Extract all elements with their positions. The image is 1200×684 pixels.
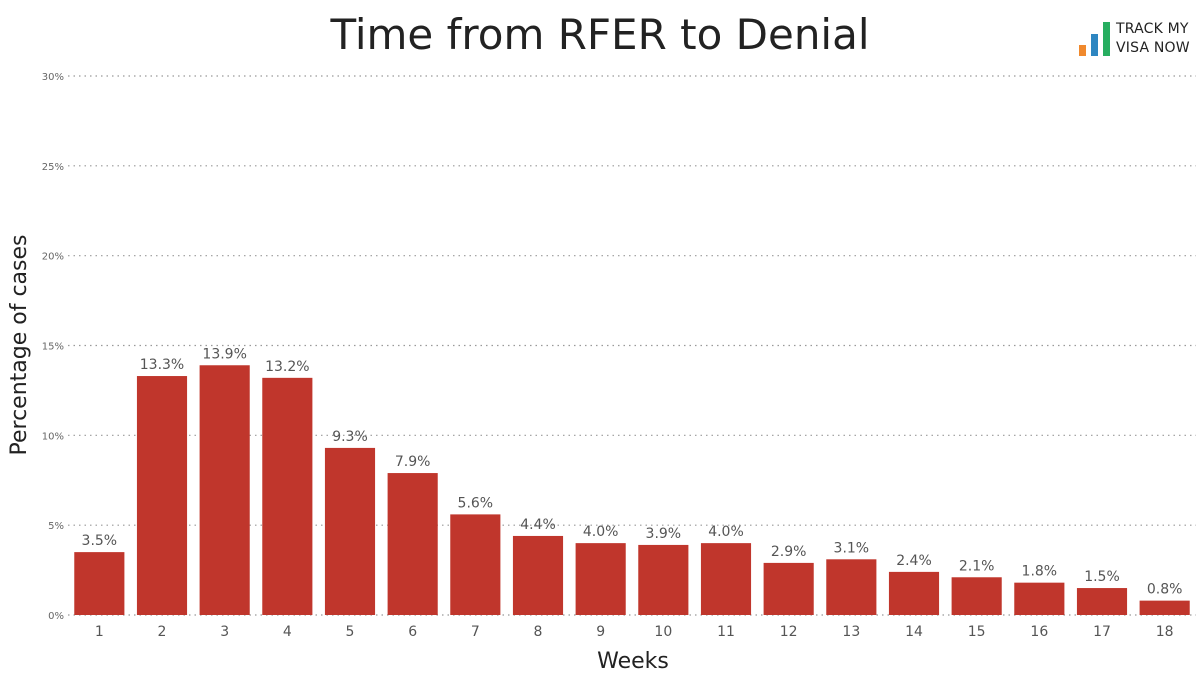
bar <box>826 559 877 615</box>
x-tick-label: 7 <box>471 624 480 640</box>
data-label: 2.9% <box>771 544 807 560</box>
bar <box>700 543 752 615</box>
gridlines <box>68 75 1196 616</box>
logo-bar-blue <box>1091 34 1098 56</box>
data-label: 2.1% <box>959 558 995 574</box>
bar-chart-logo-icon <box>1079 22 1110 56</box>
data-label: 3.9% <box>646 526 682 542</box>
bar <box>324 447 376 615</box>
data-labels: 3.5% 13.3% 13.9% 13.2% 9.3% 7.9% 5.6% 4.4% 4.0% 3… <box>82 346 1183 597</box>
x-tick-label: 11 <box>717 624 735 640</box>
data-label: 5.6% <box>458 495 494 511</box>
bar <box>387 473 438 615</box>
logo-text-line2: VISA NOW <box>1116 40 1190 56</box>
bar <box>74 552 125 615</box>
bar <box>763 562 814 615</box>
data-label: 13.9% <box>202 346 246 362</box>
y-tick-label: 20% <box>42 252 64 263</box>
bar <box>1139 600 1190 615</box>
x-tick-label: 13 <box>842 624 860 640</box>
y-tick-label: 5% <box>48 521 64 532</box>
bar <box>199 365 250 615</box>
data-label: 0.8% <box>1147 582 1183 598</box>
data-label: 4.0% <box>583 524 619 540</box>
data-label: 4.0% <box>708 524 744 540</box>
bar <box>638 544 689 615</box>
bar <box>450 514 501 615</box>
bar <box>512 535 564 615</box>
y-axis-ticks: 0% 5% 10% 15% 20% 25% 30% <box>42 72 64 622</box>
bar <box>951 577 1002 615</box>
y-tick-label: 30% <box>42 72 64 83</box>
logo-bar-green <box>1103 22 1110 56</box>
bar <box>262 377 313 615</box>
data-label: 1.8% <box>1022 564 1058 580</box>
data-label: 13.2% <box>265 359 309 375</box>
data-label: 1.5% <box>1084 569 1120 585</box>
x-tick-label: 17 <box>1093 624 1111 640</box>
bars <box>74 365 1190 615</box>
x-tick-label: 5 <box>346 624 355 640</box>
logo-bar-orange <box>1079 45 1086 56</box>
y-tick-label: 10% <box>42 431 64 442</box>
x-tick-label: 14 <box>905 624 923 640</box>
bar <box>888 571 940 615</box>
x-axis-ticks: 1 2 3 4 5 6 7 8 9 10 11 12 13 14 15 16 17 18 <box>95 624 1174 640</box>
x-tick-label: 10 <box>654 624 672 640</box>
x-tick-label: 9 <box>596 624 605 640</box>
x-tick-label: 12 <box>780 624 798 640</box>
y-axis-label: Percentage of cases <box>7 235 32 456</box>
x-tick-label: 4 <box>283 624 292 640</box>
bar <box>1076 588 1128 615</box>
x-tick-label: 1 <box>95 624 104 640</box>
chart-title: Time from RFER to Denial <box>330 10 870 59</box>
y-tick-label: 25% <box>42 162 64 173</box>
data-label: 4.4% <box>520 517 556 533</box>
data-label: 9.3% <box>332 429 368 445</box>
track-my-visa-now-logo: TRACK MY VISA NOW <box>1076 20 1196 60</box>
data-label: 3.1% <box>834 540 870 556</box>
bar <box>1014 582 1065 615</box>
data-label: 3.5% <box>82 533 118 549</box>
x-axis-label: Weeks <box>597 649 669 674</box>
bar <box>575 543 626 615</box>
x-tick-label: 6 <box>408 624 417 640</box>
y-tick-label: 15% <box>42 342 64 353</box>
x-tick-label: 18 <box>1156 624 1174 640</box>
x-tick-label: 2 <box>158 624 167 640</box>
x-tick-label: 15 <box>968 624 986 640</box>
x-tick-label: 16 <box>1030 624 1048 640</box>
y-tick-label: 0% <box>48 611 64 622</box>
bar <box>136 376 188 615</box>
data-label: 2.4% <box>896 553 932 569</box>
data-label: 7.9% <box>395 454 431 470</box>
data-label: 13.3% <box>140 357 184 373</box>
logo-text-line1: TRACK MY <box>1116 21 1189 37</box>
x-tick-label: 8 <box>534 624 543 640</box>
x-tick-label: 3 <box>220 624 229 640</box>
logo-text: TRACK MY VISA NOW <box>1116 20 1190 58</box>
